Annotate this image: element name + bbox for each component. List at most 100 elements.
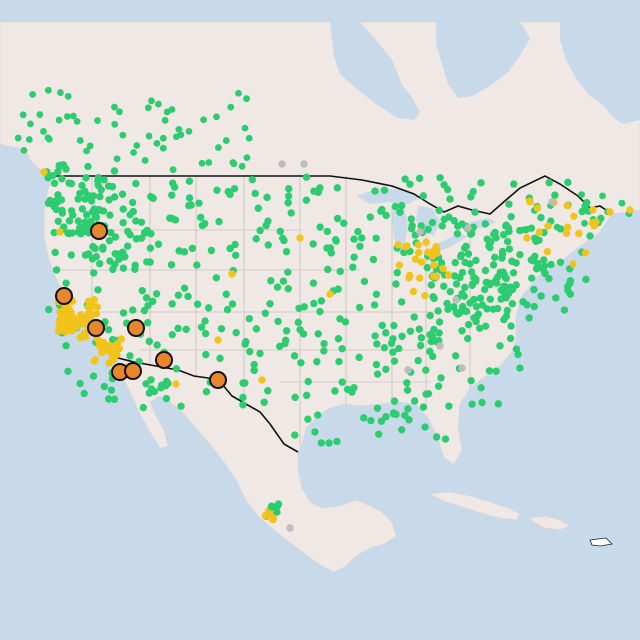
good-marker[interactable] (145, 337, 153, 346)
good-marker[interactable] (263, 193, 271, 202)
good-marker[interactable] (414, 356, 422, 365)
good-marker[interactable] (406, 327, 415, 335)
no-data-marker[interactable] (548, 198, 556, 206)
good-marker[interactable] (392, 410, 400, 419)
good-marker[interactable] (107, 386, 116, 394)
good-marker[interactable] (172, 133, 180, 141)
good-marker[interactable] (14, 134, 22, 142)
moderate-marker[interactable] (523, 234, 531, 242)
good-marker[interactable] (105, 196, 113, 204)
moderate-marker[interactable] (269, 515, 277, 523)
good-marker[interactable] (279, 277, 288, 285)
good-marker[interactable] (188, 244, 197, 253)
good-marker[interactable] (119, 309, 128, 317)
good-marker[interactable] (450, 303, 458, 311)
good-marker[interactable] (284, 199, 292, 207)
good-marker[interactable] (139, 403, 148, 412)
good-marker[interactable] (324, 265, 332, 274)
good-marker[interactable] (325, 439, 333, 447)
good-marker[interactable] (373, 404, 382, 412)
moderate-marker[interactable] (56, 228, 64, 236)
good-marker[interactable] (87, 197, 96, 205)
good-marker[interactable] (309, 240, 317, 248)
good-marker[interactable] (314, 330, 322, 338)
good-marker[interactable] (119, 205, 127, 213)
good-marker[interactable] (503, 237, 512, 246)
good-marker[interactable] (443, 299, 451, 308)
good-marker[interactable] (153, 341, 161, 349)
good-marker[interactable] (78, 205, 87, 213)
good-marker[interactable] (126, 231, 134, 239)
good-marker[interactable] (119, 131, 127, 139)
good-marker[interactable] (472, 317, 480, 326)
moderate-marker[interactable] (526, 198, 534, 206)
good-marker[interactable] (566, 277, 575, 285)
good-marker[interactable] (278, 234, 287, 243)
good-marker[interactable] (547, 260, 555, 269)
good-marker[interactable] (276, 227, 284, 236)
good-marker[interactable] (440, 215, 449, 224)
good-marker[interactable] (111, 233, 120, 241)
good-marker[interactable] (380, 186, 389, 194)
moderate-marker[interactable] (68, 327, 76, 335)
moderate-marker[interactable] (296, 234, 304, 242)
good-marker[interactable] (168, 330, 176, 339)
good-marker[interactable] (537, 292, 545, 300)
good-marker[interactable] (266, 300, 274, 308)
good-marker[interactable] (84, 162, 92, 171)
good-marker[interactable] (331, 387, 339, 395)
good-marker[interactable] (333, 437, 341, 446)
good-marker[interactable] (422, 366, 430, 374)
good-marker[interactable] (424, 225, 432, 234)
good-marker[interactable] (169, 166, 177, 174)
good-marker[interactable] (390, 357, 399, 365)
good-marker[interactable] (58, 209, 67, 217)
good-marker[interactable] (54, 217, 62, 225)
good-marker[interactable] (159, 134, 167, 142)
good-marker[interactable] (435, 329, 443, 337)
good-marker[interactable] (477, 384, 485, 392)
good-marker[interactable] (89, 372, 98, 380)
good-marker[interactable] (239, 401, 247, 409)
good-marker[interactable] (432, 433, 441, 441)
good-marker[interactable] (148, 97, 155, 105)
good-marker[interactable] (83, 147, 91, 155)
good-marker[interactable] (472, 256, 480, 265)
good-marker[interactable] (461, 283, 469, 292)
good-marker[interactable] (284, 285, 292, 293)
good-marker[interactable] (228, 300, 237, 308)
good-marker[interactable] (445, 402, 453, 410)
good-marker[interactable] (327, 249, 335, 257)
good-marker[interactable] (148, 297, 157, 306)
good-marker[interactable] (172, 365, 181, 373)
good-marker[interactable] (507, 212, 515, 221)
moderate-marker[interactable] (77, 311, 85, 319)
good-marker[interactable] (304, 377, 312, 386)
good-marker[interactable] (129, 306, 137, 314)
good-marker[interactable] (282, 247, 291, 256)
good-marker[interactable] (96, 259, 104, 268)
good-marker[interactable] (446, 287, 455, 296)
good-marker[interactable] (116, 108, 123, 116)
good-marker[interactable] (96, 192, 104, 201)
good-marker[interactable] (369, 255, 378, 264)
no-data-marker[interactable] (278, 160, 286, 168)
moderate-marker[interactable] (422, 238, 430, 246)
good-marker[interactable] (163, 108, 171, 116)
good-marker[interactable] (84, 191, 92, 200)
good-marker[interactable] (291, 431, 299, 439)
good-marker[interactable] (450, 272, 459, 280)
moderate-marker[interactable] (535, 228, 544, 236)
good-marker[interactable] (164, 379, 172, 388)
good-marker[interactable] (231, 251, 240, 259)
good-marker[interactable] (52, 266, 61, 274)
good-marker[interactable] (149, 194, 157, 203)
good-marker[interactable] (241, 124, 249, 132)
good-marker[interactable] (537, 213, 545, 222)
good-marker[interactable] (27, 120, 34, 128)
good-marker[interactable] (100, 176, 108, 184)
good-marker[interactable] (477, 179, 485, 187)
good-marker[interactable] (578, 191, 586, 199)
good-marker[interactable] (419, 192, 428, 200)
good-marker[interactable] (239, 393, 247, 402)
